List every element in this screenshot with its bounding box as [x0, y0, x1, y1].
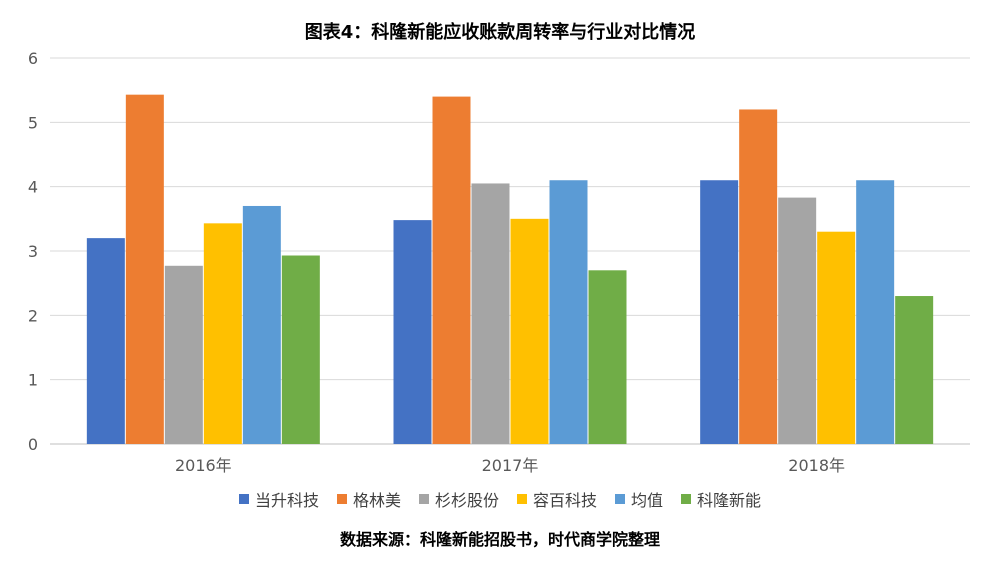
bar-1-1: [86, 238, 125, 444]
legend-item: 当升科技: [238, 487, 319, 511]
legend-item: 均值: [615, 487, 663, 511]
x-tick-label: 2018年: [788, 456, 845, 475]
x-tick-label: 2017年: [482, 456, 539, 475]
legend-label: 当升科技: [254, 491, 319, 510]
legend-label: 格林美: [352, 491, 401, 510]
legend-swatch: [681, 494, 692, 504]
source-note: 数据来源：科隆新能招股书，时代商学院整理: [339, 530, 660, 549]
legend-item: 科隆新能: [681, 487, 761, 511]
legend-item: 格林美: [336, 487, 401, 511]
bar-3-1: [164, 265, 203, 444]
bar-5-3: [856, 180, 895, 444]
bars: [86, 94, 934, 445]
legend-swatch: [615, 494, 626, 504]
legend-label: 容百科技: [533, 491, 598, 510]
x-tick-label: 2016年: [175, 456, 232, 475]
bar-2-3: [739, 109, 778, 444]
bar-6-2: [588, 270, 627, 444]
legend-swatch: [517, 494, 527, 504]
bar-2-1: [125, 94, 164, 445]
y-tick-label: 0: [28, 435, 38, 454]
y-tick-label: 4: [28, 178, 38, 197]
bar-1-2: [393, 220, 432, 444]
legend-label: 科隆新能: [697, 491, 762, 510]
bar-5-2: [549, 180, 588, 444]
bar-2-2: [432, 96, 471, 444]
gridlines: [50, 57, 970, 445]
bar-5-1: [242, 205, 281, 444]
bar-1-3: [700, 180, 739, 444]
bar-4-2: [510, 218, 549, 444]
legend-swatch: [238, 494, 249, 504]
bar-3-3: [778, 197, 817, 444]
bar-6-3: [895, 296, 934, 444]
legend-item: 杉杉股份: [418, 487, 499, 511]
bar-6-1: [281, 255, 320, 444]
bar-3-2: [471, 183, 510, 444]
y-tick-label: 5: [28, 113, 38, 132]
legend-swatch: [418, 494, 429, 504]
legend-item: 容百科技: [517, 487, 597, 511]
y-tick-label: 3: [28, 242, 38, 261]
y-tick-label: 1: [28, 371, 38, 390]
legend: 当升科技 格林美 杉杉股份 容百科技 均值 科隆新能: [0, 487, 1000, 511]
legend-swatch: [336, 494, 347, 504]
legend-label: 杉杉股份: [434, 491, 499, 510]
chart-title: 图表4：科隆新能应收账款周转率与行业对比情况: [304, 22, 696, 43]
bar-4-3: [817, 231, 856, 444]
y-tick-label: 2: [28, 306, 38, 325]
y-tick-label: 6: [28, 49, 38, 68]
legend-label: 均值: [631, 491, 664, 510]
y-axis-ticks: 0 1 2 3 4 5 6: [28, 49, 38, 454]
x-axis-ticks: 2016年 2017年 2018年: [175, 456, 845, 475]
bar-4-1: [203, 223, 242, 444]
